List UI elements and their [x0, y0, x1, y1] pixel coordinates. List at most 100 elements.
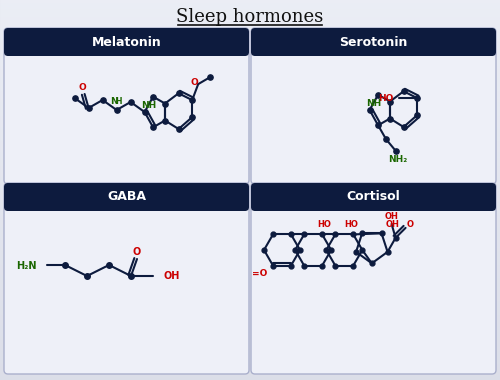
Bar	[0, 314, 500, 315]
FancyBboxPatch shape	[4, 183, 249, 374]
Bar	[0, 336, 500, 337]
Bar	[0, 162, 500, 163]
Bar	[0, 173, 500, 174]
Bar	[0, 288, 500, 289]
Bar	[0, 8, 500, 9]
Bar	[0, 40, 500, 41]
Bar	[0, 176, 500, 177]
Bar	[0, 38, 500, 39]
Text: N: N	[110, 98, 118, 106]
Bar	[0, 90, 500, 91]
Text: HO: HO	[344, 220, 358, 229]
Bar	[0, 44, 500, 45]
Bar	[0, 275, 500, 276]
Bar	[0, 144, 500, 145]
Bar	[0, 192, 500, 193]
Bar	[0, 355, 500, 356]
Bar	[0, 198, 500, 199]
Bar	[0, 371, 500, 372]
Bar	[0, 29, 500, 30]
Bar	[0, 373, 500, 374]
Bar	[0, 53, 500, 54]
Bar	[0, 369, 500, 370]
Bar	[0, 343, 500, 344]
Bar	[0, 338, 500, 339]
Text: GABA: GABA	[107, 190, 146, 204]
Bar	[0, 43, 500, 44]
Bar	[0, 368, 500, 369]
Bar	[0, 226, 500, 227]
Bar	[0, 220, 500, 221]
Text: OH: OH	[384, 212, 398, 222]
Bar	[0, 163, 500, 164]
Bar	[0, 85, 500, 86]
Bar	[0, 27, 500, 28]
Bar	[0, 139, 500, 140]
Bar	[0, 268, 500, 269]
Bar	[0, 45, 500, 46]
Bar	[0, 116, 500, 117]
Bar	[0, 367, 500, 368]
Bar	[0, 219, 500, 220]
Bar	[0, 279, 500, 280]
Bar	[0, 36, 500, 37]
Bar	[0, 84, 500, 85]
Bar	[0, 7, 500, 8]
Bar	[0, 22, 500, 23]
Bar	[0, 115, 500, 116]
Text: NH: NH	[366, 99, 382, 108]
Bar	[0, 203, 500, 204]
Bar	[0, 321, 500, 322]
Bar	[0, 249, 500, 250]
Bar	[0, 322, 500, 323]
Bar	[0, 262, 500, 263]
Text: H: H	[116, 98, 122, 106]
Bar	[0, 150, 500, 151]
Bar	[0, 137, 500, 138]
Bar	[0, 370, 500, 371]
Bar	[0, 259, 500, 260]
Bar	[0, 316, 500, 317]
Bar	[0, 67, 500, 68]
Bar	[0, 72, 500, 73]
Bar	[0, 156, 500, 157]
Bar	[0, 299, 500, 300]
Bar	[0, 153, 500, 154]
Bar	[0, 331, 500, 332]
Bar	[0, 183, 500, 184]
Bar	[0, 114, 500, 115]
Text: Cortisol: Cortisol	[346, 190, 401, 204]
Bar	[0, 317, 500, 318]
Bar	[0, 356, 500, 357]
Bar	[0, 229, 500, 230]
Bar	[0, 360, 500, 361]
Bar	[0, 205, 500, 206]
Text: Sleep hormones: Sleep hormones	[176, 8, 324, 26]
Bar	[0, 341, 500, 342]
Bar	[0, 58, 500, 59]
Bar	[0, 375, 500, 376]
Bar	[0, 349, 500, 350]
Bar	[0, 327, 500, 328]
Bar	[0, 305, 500, 306]
Bar	[0, 99, 500, 100]
Bar	[0, 227, 500, 228]
Bar	[0, 105, 500, 106]
Bar	[0, 216, 500, 217]
Bar	[0, 238, 500, 239]
Bar	[0, 364, 500, 365]
Bar	[0, 255, 500, 256]
Bar	[0, 55, 500, 56]
Bar	[0, 273, 500, 274]
Bar	[0, 228, 500, 229]
Bar	[0, 223, 500, 224]
Bar	[0, 11, 500, 12]
Bar	[0, 48, 500, 49]
Bar	[0, 329, 500, 330]
FancyBboxPatch shape	[251, 183, 496, 211]
Bar	[0, 309, 500, 310]
Bar	[0, 342, 500, 343]
Bar	[0, 245, 500, 246]
Bar	[0, 272, 500, 273]
Bar	[0, 19, 500, 20]
